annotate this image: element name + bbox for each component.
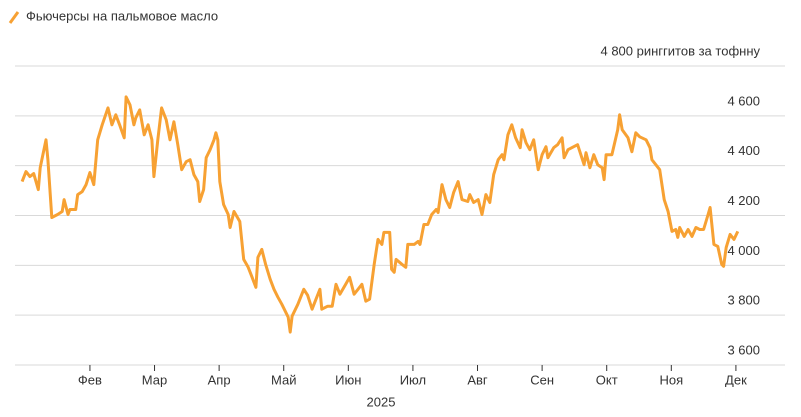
- y-tick-label: 4 400: [727, 143, 760, 158]
- x-tick-label: Дек: [725, 372, 747, 387]
- y-tick-label: 3 800: [727, 293, 760, 308]
- data-line: [20, 95, 740, 334]
- x-axis-label: 2025: [367, 394, 396, 409]
- x-tick-label: Май: [271, 372, 296, 387]
- y-tick-label: 3 600: [727, 342, 760, 357]
- x-tick-label: Сен: [530, 372, 554, 387]
- legend-swatch: [8, 11, 20, 24]
- x-tick-label: Авг: [467, 372, 488, 387]
- x-tick-label: Июл: [400, 372, 426, 387]
- x-tick-label: Ноя: [659, 372, 683, 387]
- y-tick-label: 4 000: [727, 243, 760, 258]
- x-tick-label: Июн: [335, 372, 361, 387]
- y-tick-label: 4 800 ринггитов за тофнну: [600, 43, 760, 58]
- x-tick-label: Мар: [142, 372, 167, 387]
- y-tick-label: 4 600: [727, 93, 760, 108]
- x-tick-label: Окт: [596, 372, 618, 387]
- y-tick-label: 4 200: [727, 193, 760, 208]
- legend-label: Фьючерсы на пальмовое масло: [26, 8, 218, 23]
- x-tick-label: Фев: [78, 372, 102, 387]
- x-tick-label: Апр: [208, 372, 231, 387]
